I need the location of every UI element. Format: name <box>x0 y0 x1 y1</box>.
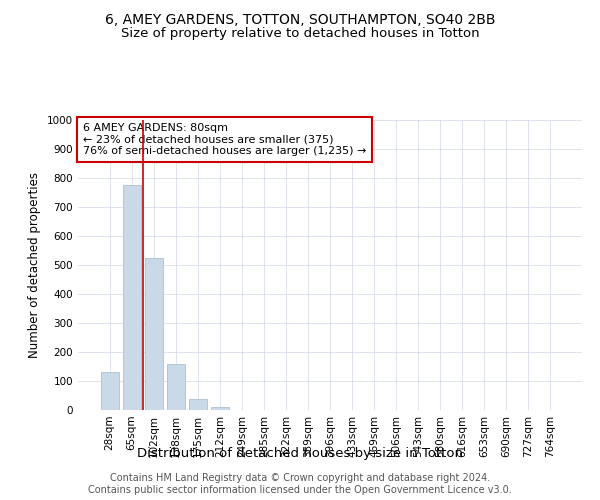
Bar <box>189 400 206 410</box>
Bar <box>211 406 229 410</box>
Text: 6 AMEY GARDENS: 80sqm
← 23% of detached houses are smaller (375)
76% of semi-det: 6 AMEY GARDENS: 80sqm ← 23% of detached … <box>83 123 367 156</box>
Text: 6, AMEY GARDENS, TOTTON, SOUTHAMPTON, SO40 2BB: 6, AMEY GARDENS, TOTTON, SOUTHAMPTON, SO… <box>105 12 495 26</box>
Text: Contains HM Land Registry data © Crown copyright and database right 2024.
Contai: Contains HM Land Registry data © Crown c… <box>88 474 512 495</box>
Y-axis label: Number of detached properties: Number of detached properties <box>28 172 41 358</box>
Bar <box>167 364 185 410</box>
Bar <box>123 185 140 410</box>
Bar <box>101 372 119 410</box>
Bar <box>145 258 163 410</box>
Text: Distribution of detached houses by size in Totton: Distribution of detached houses by size … <box>137 448 463 460</box>
Text: Size of property relative to detached houses in Totton: Size of property relative to detached ho… <box>121 28 479 40</box>
